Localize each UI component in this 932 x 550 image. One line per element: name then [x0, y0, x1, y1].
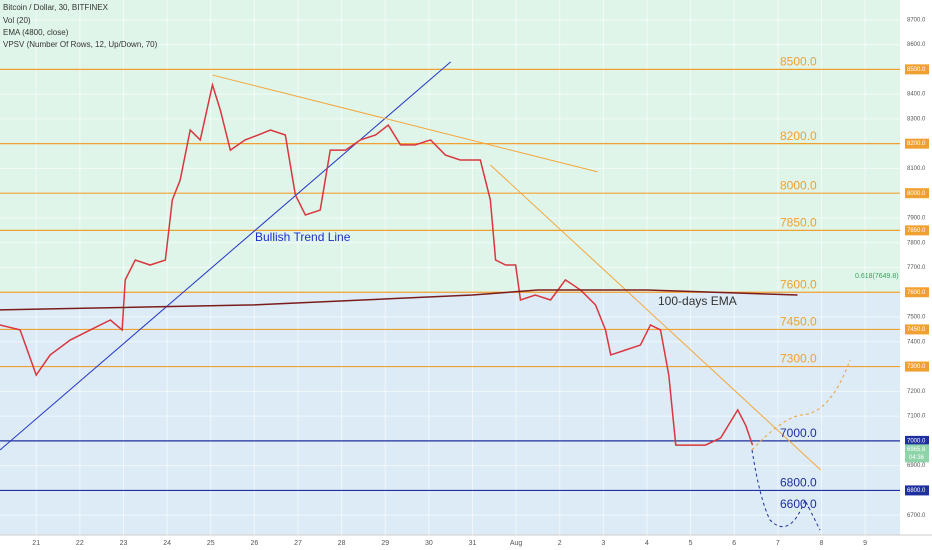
- level-label: 7850.0: [780, 216, 817, 230]
- level-label: 7000.0: [780, 426, 817, 440]
- level-tag: [905, 485, 929, 496]
- plot: [0, 19, 900, 516]
- trend-line: [212, 74, 598, 173]
- price-line: [0, 82, 754, 446]
- level-tag-label: 8000.0: [907, 191, 926, 197]
- level-tag-label: 7450.0: [907, 327, 926, 333]
- level-tag: [905, 324, 929, 335]
- x-tick-label: 21: [32, 540, 40, 547]
- y-tick-label: 7900.0: [907, 216, 926, 222]
- y-tick-label: 8700.0: [907, 17, 926, 23]
- x-tick-label: 31: [469, 540, 477, 547]
- y-tick-label: 8600.0: [907, 42, 926, 48]
- countdown-label: 04:36: [909, 455, 925, 461]
- x-tick-label: 23: [120, 540, 128, 547]
- level-tag-label: 7850.0: [907, 228, 926, 234]
- level-tag-label: 7000.0: [907, 438, 926, 444]
- trend-line: [490, 164, 821, 471]
- x-tick-label: 2: [558, 540, 562, 547]
- x-tick-label: 7: [776, 540, 780, 547]
- x-tick-label: 25: [207, 540, 215, 547]
- level-label: 7600.0: [780, 277, 817, 291]
- chart-title: Bitcoin / Dollar, 30, BITFINEX: [3, 3, 109, 12]
- y-tick-label: 7400.0: [907, 339, 926, 345]
- y-tick-label: 8100.0: [907, 166, 926, 172]
- level-label: 6800.0: [780, 476, 817, 490]
- x-tick-label: 5: [689, 540, 693, 547]
- level-tag: [905, 435, 929, 446]
- y-tick-label: 7200.0: [907, 389, 926, 395]
- x-tick-label: 24: [163, 540, 171, 547]
- level-tag: [905, 361, 929, 372]
- level-tag: [905, 138, 929, 149]
- level-tag: [905, 287, 929, 298]
- x-tick-label: 26: [250, 540, 258, 547]
- level-tag-label: 8200.0: [907, 141, 926, 147]
- y-tick-label: 7100.0: [907, 414, 926, 420]
- annotation: 0.618(7649.8): [855, 273, 899, 280]
- target-label: 6600.0: [780, 497, 817, 511]
- projection-up: [751, 359, 851, 451]
- zone-lower: [0, 293, 900, 535]
- x-tick-label: 4: [645, 540, 649, 547]
- level-label: 8200.0: [780, 129, 817, 143]
- level-label: 8500.0: [780, 55, 817, 69]
- x-tick-label: 9: [863, 540, 867, 547]
- last-price-tag: [905, 444, 929, 463]
- level-label: 7450.0: [780, 315, 817, 329]
- x-tick-label: 29: [381, 540, 389, 547]
- level-tag-label: 6800.0: [907, 488, 926, 494]
- level-tag-label: 7600.0: [907, 290, 926, 296]
- y-tick-label: 7700.0: [907, 265, 926, 271]
- x-tick-label: 27: [294, 540, 302, 547]
- level-tag-label: 8500.0: [907, 67, 926, 73]
- x-tick-label: 8: [820, 540, 824, 547]
- annotation: 100-days EMA: [658, 294, 737, 308]
- y-tick-label: 8300.0: [907, 116, 926, 122]
- level-tag: [905, 188, 929, 199]
- zone-upper: [0, 0, 900, 293]
- x-tick-label: Aug: [510, 540, 523, 547]
- indicator: VPSV (Number Of Rows, 12, Up/Down, 70): [3, 40, 158, 49]
- trend-line: [0, 61, 451, 451]
- y-tick-label: 6700.0: [907, 513, 926, 519]
- x-tick-label: 6: [732, 540, 736, 547]
- x-tick-label: 30: [425, 540, 433, 547]
- projection-down: [751, 449, 821, 531]
- annotation: Bullish Trend Line: [255, 230, 351, 244]
- y-tick-label: 7800.0: [907, 240, 926, 246]
- indicator: EMA (4800, close): [3, 28, 69, 37]
- y-tick-label: 6900.0: [907, 463, 926, 469]
- x-tick-label: 22: [76, 540, 84, 547]
- indicator: Vol (20): [3, 16, 31, 25]
- last-price-label: 6965.8: [907, 447, 926, 453]
- level-label: 7300.0: [780, 352, 817, 366]
- level-tag-label: 7300.0: [907, 364, 926, 370]
- x-tick-label: 28: [338, 540, 346, 547]
- level-tag: [905, 64, 929, 75]
- level-tag: [905, 225, 929, 236]
- price-line: [0, 289, 798, 311]
- y-tick-label: 8400.0: [907, 92, 926, 98]
- level-label: 8000.0: [780, 178, 817, 192]
- x-tick-label: 3: [601, 540, 605, 547]
- y-tick-label: 7500.0: [907, 315, 926, 321]
